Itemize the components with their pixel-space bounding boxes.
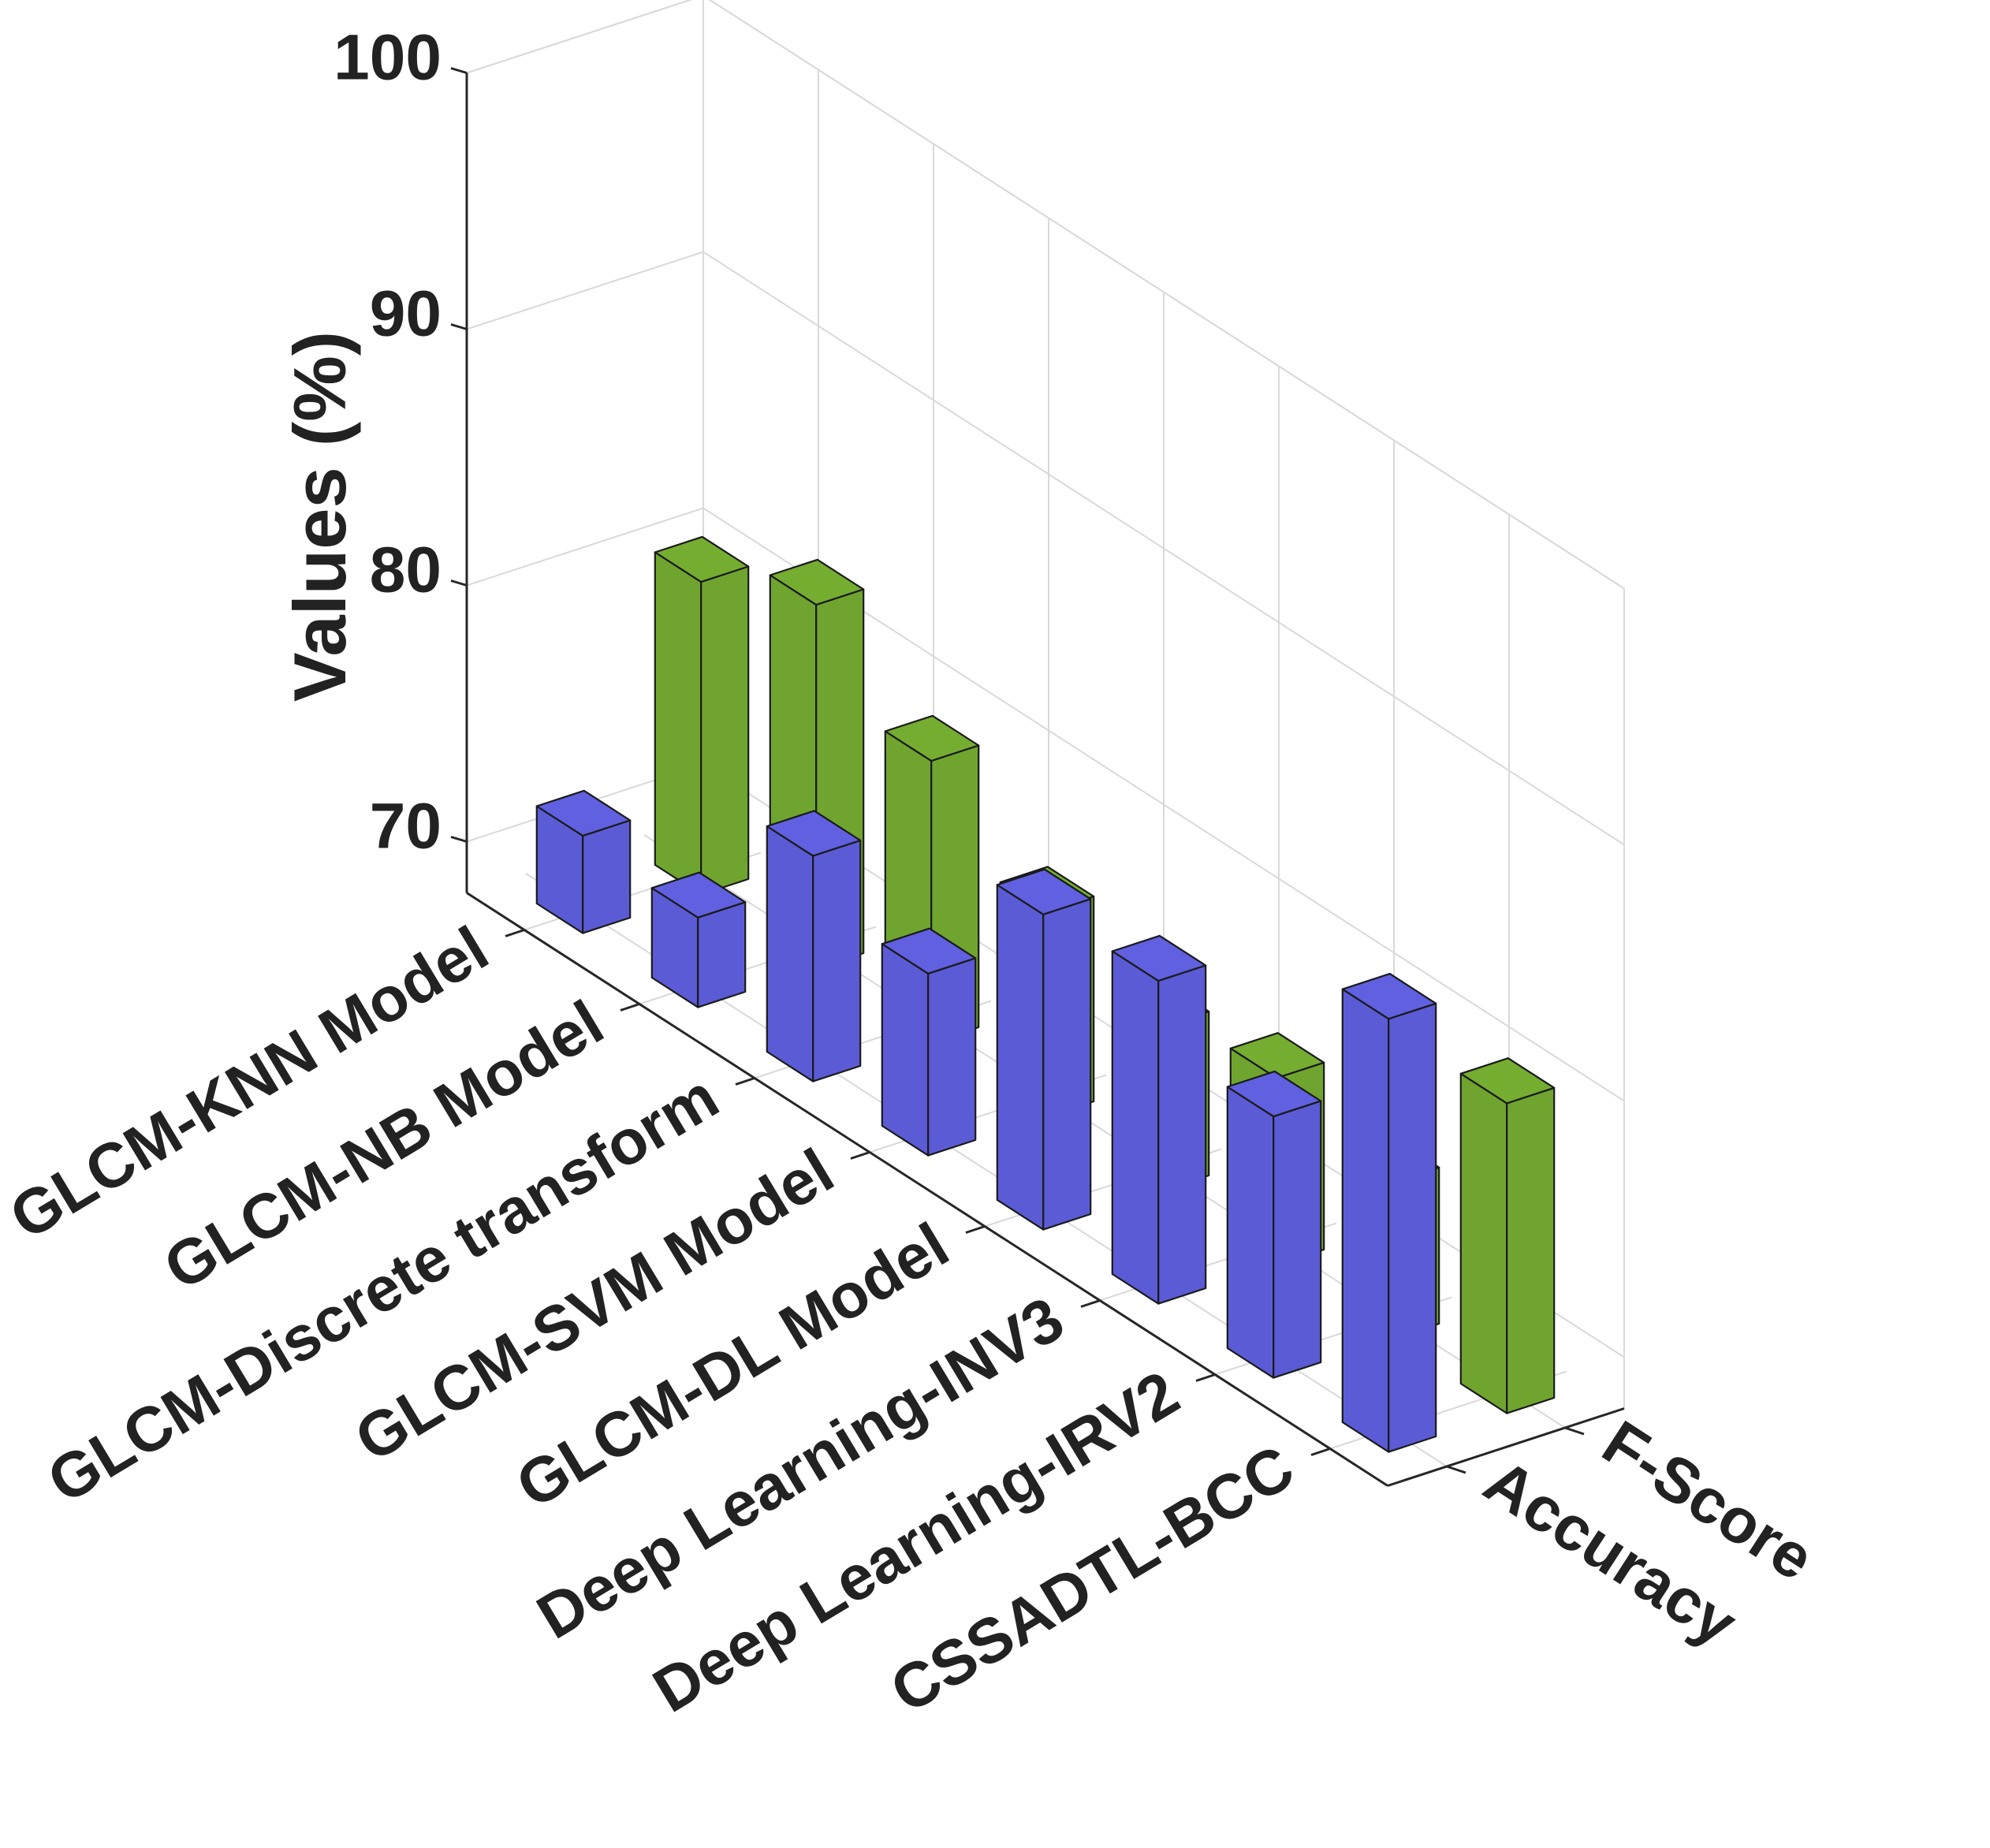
bar-face-top xyxy=(1111,934,1207,982)
gridline-horizontal xyxy=(466,0,1625,590)
bar-face-top xyxy=(996,868,1092,915)
x-tick xyxy=(1080,1299,1101,1308)
bar-accuracy xyxy=(766,810,862,1082)
z-tick xyxy=(450,836,468,843)
bar-face-side xyxy=(1157,964,1207,1305)
bar-face-top xyxy=(654,535,750,583)
bars xyxy=(535,535,1556,1453)
bar-accuracy xyxy=(650,871,747,1008)
x-axis-line xyxy=(466,892,1388,1487)
z-tick-label: 100 xyxy=(334,22,442,94)
z-tick xyxy=(450,323,468,330)
z-tick xyxy=(450,579,468,587)
axes xyxy=(450,67,1625,1487)
bar-face-top xyxy=(884,714,980,762)
bar-face-top xyxy=(1229,1032,1325,1079)
bar-face-top xyxy=(881,927,977,975)
x-tick xyxy=(735,1077,755,1086)
x-tick xyxy=(505,929,525,937)
bar-face-side xyxy=(1042,898,1092,1231)
z-tick xyxy=(450,67,468,74)
bar-face-front xyxy=(1341,988,1390,1453)
bar-face-top xyxy=(1459,1057,1556,1105)
bar-face-top xyxy=(535,789,632,837)
bar-face-side xyxy=(697,901,747,1008)
bar-face-top xyxy=(650,871,747,918)
gridline-horizontal xyxy=(466,251,1625,846)
bar-face-side xyxy=(1506,1086,1556,1414)
bar-accuracy xyxy=(535,789,632,934)
x-tick xyxy=(850,1151,870,1160)
bar-accuracy xyxy=(1226,1070,1322,1379)
bar-face-front xyxy=(1459,1072,1508,1414)
bar-f-score xyxy=(654,535,750,896)
bar-f-score xyxy=(1459,1057,1556,1414)
bar-face-front xyxy=(996,884,1045,1231)
bar-face-top xyxy=(769,558,865,606)
bar-accuracy xyxy=(881,927,977,1157)
x-tick xyxy=(1195,1373,1216,1382)
bar-face-side xyxy=(927,957,977,1157)
bar-face-front xyxy=(766,825,814,1082)
gridline-horizontal xyxy=(466,0,1625,590)
bar-accuracy xyxy=(1111,934,1207,1305)
bar-face-top xyxy=(766,810,862,857)
x-tick xyxy=(1310,1447,1331,1456)
z-tick-label: 80 xyxy=(370,535,442,606)
y-axis-line xyxy=(1387,1407,1625,1487)
bar-face-side xyxy=(582,819,632,934)
bar-face-side xyxy=(1388,1002,1437,1453)
bar-accuracy xyxy=(996,868,1092,1231)
bar-face-front xyxy=(654,551,702,896)
bar-face-top xyxy=(1226,1070,1322,1118)
bar-face-side xyxy=(700,565,750,896)
bar-face-side xyxy=(1273,1100,1322,1379)
z-tick-label: 70 xyxy=(370,791,442,863)
bar-face-front xyxy=(1111,950,1160,1305)
bar-face-front xyxy=(881,943,930,1157)
bar-accuracy xyxy=(1341,972,1437,1453)
z-tick-label: 90 xyxy=(370,278,442,350)
bar-face-top xyxy=(1341,972,1437,1020)
y-tick xyxy=(1564,1426,1585,1436)
x-tick xyxy=(620,1003,640,1012)
x-tick xyxy=(965,1225,986,1234)
bar-face-front xyxy=(1226,1086,1275,1379)
y-tick xyxy=(1446,1465,1466,1474)
y-axis-title: Values (%) xyxy=(278,331,361,702)
bar-face-side xyxy=(812,839,862,1082)
